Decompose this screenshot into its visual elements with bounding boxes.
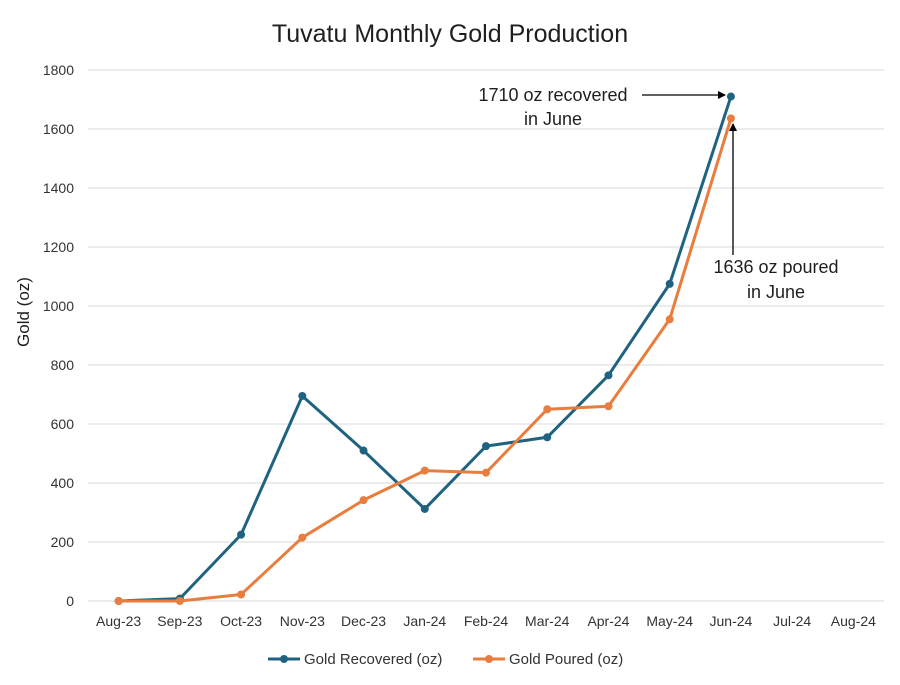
data-point: [237, 590, 246, 599]
legend-item-recovered: Gold Recovered (oz): [268, 651, 442, 668]
data-point: [604, 371, 613, 380]
x-axis-ticks: Aug-23 Sep-23 Oct-23 Nov-23 Dec-23 Jan-24 Feb-…: [96, 613, 876, 629]
legend-label-poured: Gold Poured (oz): [509, 651, 623, 668]
data-point: [237, 530, 246, 539]
annotation-recovered-line-1: 1710 oz recovered: [478, 85, 627, 105]
annotation-recovered: 1710 oz recovered in June: [478, 85, 726, 129]
x-tick-label: Mar-24: [525, 613, 570, 629]
y-tick-label: 1000: [43, 298, 74, 314]
y-tick-label: 1600: [43, 121, 74, 137]
y-axis-label: Gold (oz): [14, 277, 33, 347]
series-recovered: [114, 92, 735, 605]
data-point: [604, 402, 613, 411]
y-axis-ticks: 0 200 400 600 800 1000 1200 1400 1600 1800: [43, 62, 74, 609]
data-point: [726, 114, 735, 123]
series-line: [118, 96, 733, 603]
x-tick-label: Jan-24: [403, 613, 446, 629]
y-tick-label: 0: [66, 593, 74, 609]
annotation-poured-line-2: in June: [747, 282, 805, 302]
data-point: [420, 504, 429, 513]
data-point: [482, 468, 490, 477]
x-tick-label: Oct-23: [220, 613, 262, 629]
series-group: [114, 92, 735, 605]
annotation-poured-line-1: 1636 oz poured: [713, 257, 838, 277]
x-tick-label: Aug-23: [96, 613, 141, 629]
y-tick-label: 400: [51, 475, 75, 491]
y-tick-label: 200: [51, 534, 75, 550]
y-tick-label: 1800: [43, 62, 74, 78]
data-point: [420, 466, 429, 475]
data-point: [359, 496, 368, 505]
annotation-recovered-line-2: in June: [524, 109, 582, 129]
y-tick-label: 1200: [43, 239, 74, 255]
legend-marker-poured: [485, 655, 493, 663]
data-point: [665, 279, 674, 288]
data-point: [359, 446, 368, 455]
x-tick-label: May-24: [646, 613, 693, 629]
data-point: [543, 433, 552, 442]
y-tick-label: 600: [51, 416, 75, 432]
x-tick-label: Feb-24: [464, 613, 509, 629]
data-point: [665, 315, 674, 324]
data-point: [726, 92, 735, 101]
series-poured: [114, 114, 735, 605]
x-tick-label: Aug-24: [831, 613, 876, 629]
legend-item-poured: Gold Poured (oz): [473, 651, 623, 668]
x-tick-label: Dec-23: [341, 613, 386, 629]
legend-marker-recovered: [280, 655, 288, 663]
data-point: [298, 533, 307, 542]
legend: Gold Recovered (oz) Gold Poured (oz): [268, 651, 623, 668]
x-tick-label: Jul-24: [773, 613, 811, 629]
annotation-poured: 1636 oz poured in June: [713, 123, 839, 302]
legend-label-recovered: Gold Recovered (oz): [304, 651, 442, 668]
gridlines: [88, 69, 884, 602]
x-tick-label: Sep-23: [157, 613, 202, 629]
x-tick-label: Apr-24: [587, 613, 629, 629]
data-point: [482, 442, 490, 451]
x-tick-label: Nov-23: [280, 613, 325, 629]
chart-title: Tuvatu Monthly Gold Production: [272, 20, 628, 48]
series-line: [118, 117, 733, 603]
y-tick-label: 1400: [43, 180, 74, 196]
y-tick-label: 800: [51, 357, 75, 373]
data-point: [175, 597, 184, 605]
data-point: [298, 391, 307, 400]
x-tick-label: Jun-24: [710, 613, 753, 629]
data-point: [543, 405, 552, 414]
data-point: [114, 597, 123, 605]
